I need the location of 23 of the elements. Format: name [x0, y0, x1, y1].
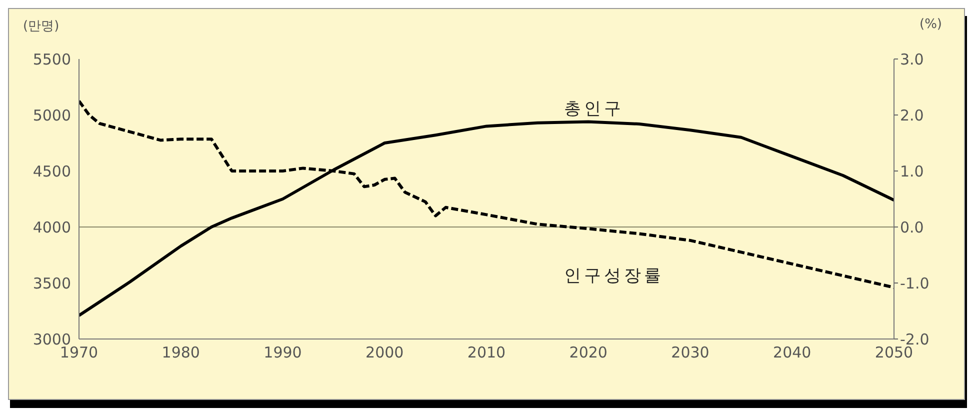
- x-tick-label: 1970: [60, 344, 98, 362]
- y2-tick-label: 0.0: [900, 218, 924, 236]
- x-tick-label: 2030: [671, 344, 710, 362]
- y2-tick-label: 1.0: [900, 162, 924, 180]
- series-label: 인구성장률: [564, 265, 664, 287]
- y-axis-title: (만명): [23, 18, 60, 35]
- y-tick-label: 3500: [32, 274, 71, 292]
- x-tick-label: 1980: [162, 344, 200, 362]
- y2-axis-title: (%): [920, 17, 942, 32]
- x-tick-label: 2000: [366, 344, 404, 362]
- y-tick-label: 4500: [32, 162, 71, 180]
- y-tick-label: 4000: [32, 218, 71, 236]
- y2-tick-label: 3.0: [900, 50, 924, 68]
- y-tick-label: 5500: [32, 50, 71, 68]
- series-label: 총인구: [564, 98, 624, 120]
- x-tick-label: 2020: [569, 344, 608, 362]
- y2-tick-label: 2.0: [900, 106, 924, 124]
- y-tick-label: 5000: [32, 106, 71, 124]
- x-tick-label: 1990: [264, 344, 302, 362]
- x-tick-label: 2010: [467, 344, 506, 362]
- x-tick-label: 2050: [874, 344, 914, 362]
- x-tick-label: 2040: [773, 344, 812, 362]
- y2-tick-label: -1.0: [900, 274, 930, 292]
